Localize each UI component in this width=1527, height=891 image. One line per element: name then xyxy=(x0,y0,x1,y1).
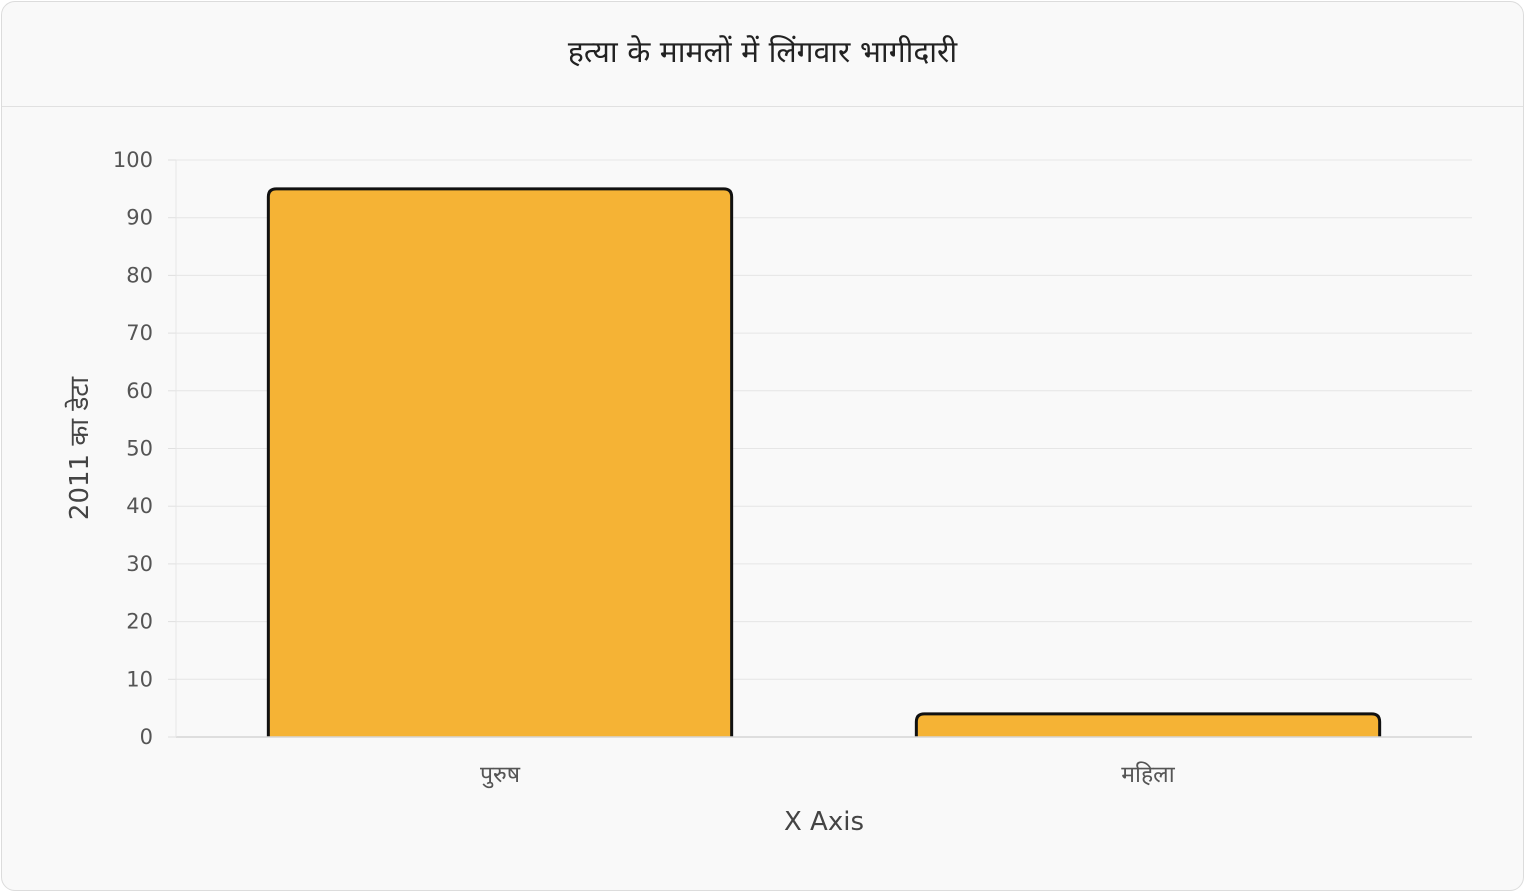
bar-1[interactable] xyxy=(914,712,1382,737)
y-tick-label: 0 xyxy=(140,725,153,749)
y-axis-ticks: 0 10 20 30 40 50 60 70 80 90 100 xyxy=(113,148,176,749)
x-category-label: महिला xyxy=(1121,761,1176,788)
y-tick-label: 70 xyxy=(126,321,153,345)
y-axis-title: 2011 का डेटा xyxy=(64,376,95,520)
bar-0[interactable] xyxy=(266,187,734,737)
x-axis-title: X Axis xyxy=(784,807,864,837)
y-tick-label: 30 xyxy=(126,552,153,576)
y-tick-label: 20 xyxy=(126,610,153,634)
y-tick-label: 60 xyxy=(126,379,153,403)
chart-title: हत्या के मामलों में लिंगवार भागीदारी xyxy=(567,34,958,70)
x-category-label: पुरुष xyxy=(480,762,521,789)
bars xyxy=(266,187,1382,737)
y-tick-label: 90 xyxy=(126,206,153,230)
y-tick-label: 10 xyxy=(126,667,153,691)
y-tick-label: 40 xyxy=(126,494,153,518)
y-tick-label: 100 xyxy=(113,148,153,172)
chart-header: हत्या के मामलों में लिंगवार भागीदारी xyxy=(2,2,1523,107)
y-tick-label: 80 xyxy=(126,263,153,287)
x-axis-category-labels: पुरुष महिला xyxy=(480,761,1176,789)
y-tick-label: 50 xyxy=(126,437,153,461)
